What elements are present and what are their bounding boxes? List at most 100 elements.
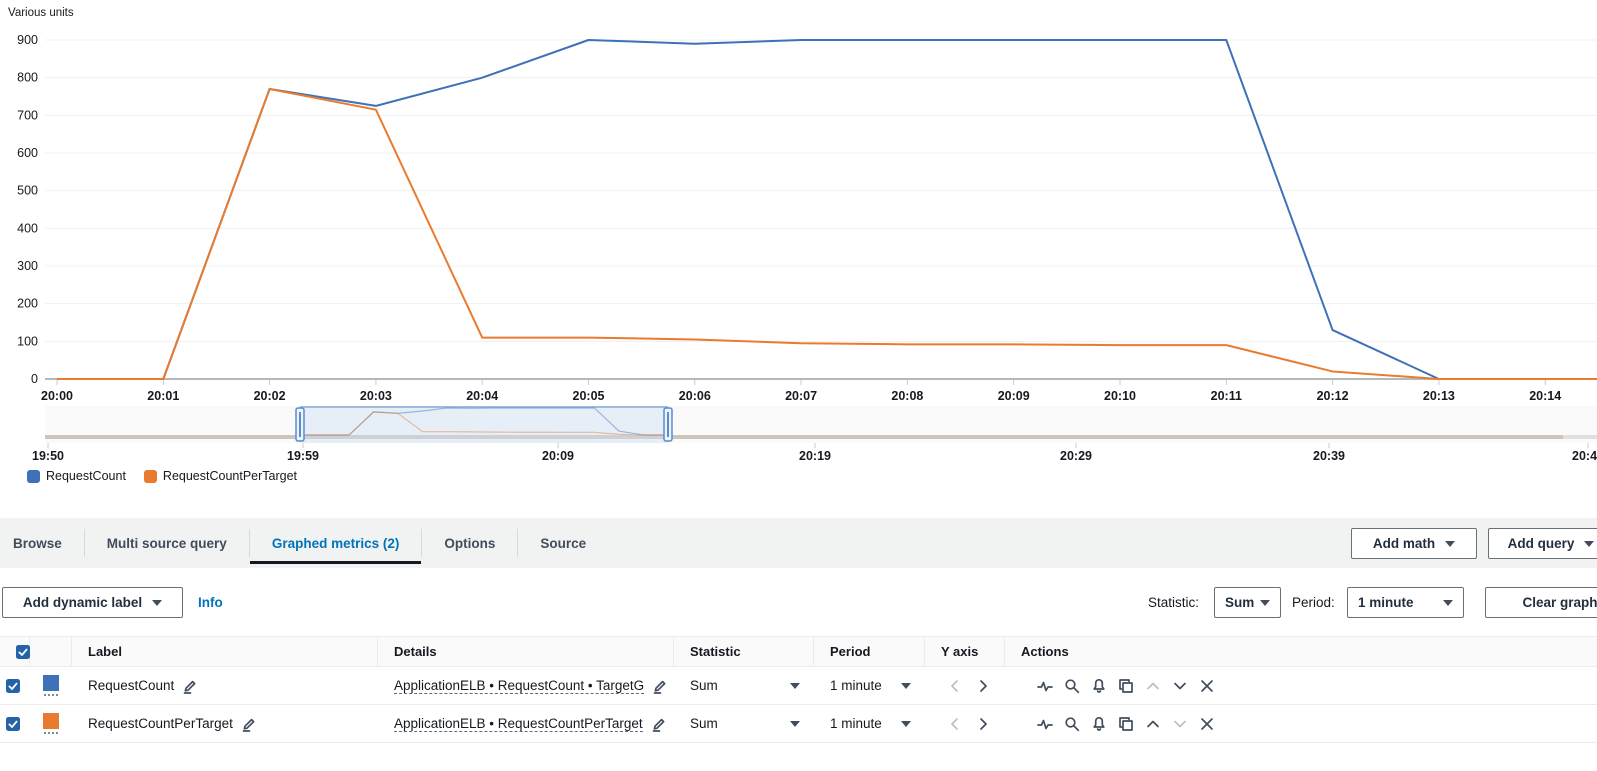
x-axis-label: 20:01 [147,389,179,403]
brush-handle-right-grip [667,412,669,437]
pulse-icon[interactable] [1037,678,1053,694]
metric-label: RequestCountPerTarget [88,716,233,731]
y-axis-right-icon[interactable] [975,716,991,732]
x-axis-label: 20:08 [891,389,923,403]
pulse-icon[interactable] [1037,716,1053,732]
edit-label-icon[interactable] [241,716,257,732]
legend-item-requestcountpertarget[interactable]: RequestCountPerTarget [143,469,298,483]
x-axis-label: 20:12 [1317,389,1349,403]
series-line-requestcount [57,39,1597,380]
move-down-icon[interactable] [1172,678,1188,694]
timeline-mini-line [300,407,668,436]
series-color-swatch[interactable] [43,713,59,734]
y-axis-label: 200 [17,297,38,311]
header-statistic: Statistic [674,637,814,666]
duplicate-icon[interactable] [1118,716,1134,732]
tabs-bar: Browse Multi source query Graphed metric… [0,518,1597,568]
move-up-icon[interactable] [1145,678,1161,694]
period-label: Period: [1292,595,1335,610]
timeline-label: 19:50 [32,449,64,463]
row-checkbox[interactable] [6,716,20,731]
tab-graphed-metrics[interactable]: Graphed metrics (2) [249,518,422,568]
metric-details[interactable]: ApplicationELB • RequestCount • TargetG [394,677,645,694]
y-axis-left-icon[interactable] [947,716,963,732]
move-down-icon[interactable] [1172,716,1188,732]
header-label: Label [72,637,378,666]
search-icon[interactable] [1064,678,1080,694]
tab-divider [421,529,423,557]
row-checkbox[interactable] [6,678,20,693]
legend-label: RequestCountPerTarget [162,469,298,483]
x-axis-label: 20:02 [254,389,286,403]
alarm-bell-icon[interactable] [1091,678,1107,694]
table-row: RequestCount ApplicationELB • RequestCou… [0,667,1597,705]
header-y-axis: Y axis [925,637,1005,666]
x-axis-label: 20:11 [1211,389,1242,403]
remove-metric-icon[interactable] [1199,678,1215,694]
tab-multi-source-query[interactable]: Multi source query [106,535,227,551]
edit-label-icon[interactable] [182,678,198,694]
x-axis-label: 20:13 [1423,389,1455,403]
x-axis-label: 20:05 [573,389,605,403]
chevron-down-icon [1443,599,1453,606]
y-axis-left-icon[interactable] [947,678,963,694]
remove-metric-icon[interactable] [1199,716,1215,732]
period-select[interactable]: 1 minute [1347,587,1464,618]
edit-details-icon[interactable] [651,716,667,732]
alarm-bell-icon[interactable] [1091,716,1107,732]
info-link[interactable]: Info [198,595,223,610]
x-axis-label: 20:14 [1529,389,1561,403]
timeline-label: 20:39 [1313,449,1345,463]
search-icon[interactable] [1064,716,1080,732]
row-period-dropdown[interactable]: 1 minute [814,716,925,731]
add-math-button[interactable]: Add math [1351,528,1477,559]
x-axis-label: 20:07 [785,389,817,403]
y-axis-label: 400 [17,221,38,235]
tab-options[interactable]: Options [444,535,496,551]
tab-browse[interactable]: Browse [13,535,62,551]
row-statistic-dropdown[interactable]: Sum [674,716,814,731]
series-color-swatch[interactable] [43,675,59,696]
add-query-button[interactable]: Add query [1488,528,1597,559]
y-axis-label: 700 [17,108,38,122]
metric-details[interactable]: ApplicationELB • RequestCountPerTarget [394,715,643,732]
legend-swatch-blue [27,469,40,483]
edit-details-icon[interactable] [652,678,668,694]
legend-swatch-orange [143,469,157,483]
row-statistic-dropdown[interactable]: Sum [674,678,814,693]
row-period-dropdown[interactable]: 1 minute [814,678,925,693]
x-axis-label: 20:06 [679,389,711,403]
brush-selection[interactable] [300,406,668,443]
move-up-icon[interactable] [1145,716,1161,732]
timeline-label: 20:29 [1060,449,1092,463]
timeline-baseline [45,435,1563,439]
duplicate-icon[interactable] [1118,678,1134,694]
metric-label: RequestCount [88,678,175,693]
add-dynamic-label-button[interactable]: Add dynamic label [2,587,183,618]
legend-item-requestcount[interactable]: RequestCount [27,469,126,483]
y-axis-label: 0 [31,372,38,386]
chevron-down-icon [790,682,800,689]
timeline-baseline-end [1563,435,1597,439]
y-axis-right-icon[interactable] [975,678,991,694]
tab-source[interactable]: Source [540,535,587,551]
statistic-select[interactable]: Sum [1214,587,1281,618]
x-axis-label: 20:00 [41,389,73,403]
chevron-down-icon [152,599,163,606]
timeline-label: 20:49 [1572,449,1597,463]
x-axis-label: 20:04 [466,389,498,403]
x-axis-label: 20:03 [360,389,392,403]
timeline-label: 19:59 [287,449,319,463]
series-line-requestcountpertarget [57,87,1597,380]
select-all-checkbox[interactable] [16,644,30,659]
x-axis-label: 20:09 [998,389,1030,403]
table-header: Label Details Statistic Period Y axis Ac… [0,636,1597,667]
timeline-mini-line [300,411,668,436]
chevron-down-icon [1445,540,1456,547]
table-row: RequestCountPerTarget ApplicationELB • R… [0,705,1597,743]
tabs: Browse Multi source query Graphed metric… [0,518,608,568]
brush-handle-left-grip [299,412,301,437]
timeline-label: 20:19 [799,449,831,463]
tab-divider [83,529,85,557]
clear-graph-button[interactable]: Clear graph [1485,587,1597,618]
